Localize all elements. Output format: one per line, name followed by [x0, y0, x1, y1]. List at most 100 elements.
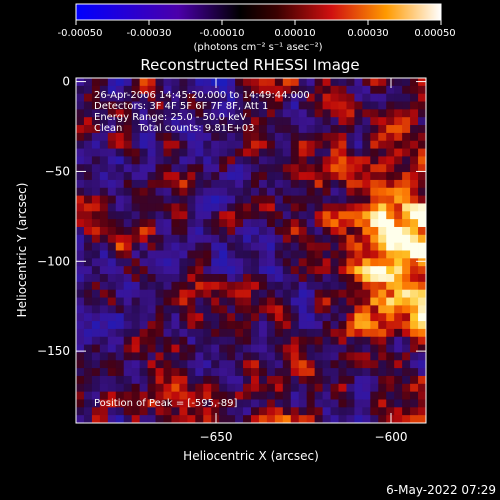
heatmap-cell — [243, 93, 252, 102]
heatmap-cell — [195, 399, 204, 408]
heatmap-cell — [195, 344, 204, 353]
heatmap-cell — [402, 289, 411, 298]
heatmap-cell — [370, 399, 379, 408]
heatmap-cell — [107, 336, 117, 345]
heatmap-cell — [219, 234, 228, 244]
heatmap-cell — [139, 328, 148, 338]
heatmap-cell — [179, 187, 188, 197]
heatmap-cell — [115, 211, 125, 220]
heatmap-cell — [219, 360, 228, 369]
heatmap-cell — [243, 219, 252, 228]
heatmap-cell — [330, 375, 339, 385]
heatmap-cell — [410, 407, 419, 416]
heatmap-cell — [386, 266, 395, 275]
heatmap-cell — [298, 85, 308, 95]
heatmap-cell — [139, 93, 148, 102]
heatmap-cell — [394, 140, 403, 149]
heatmap-cell — [330, 266, 339, 275]
heatmap-cell — [402, 125, 411, 134]
heatmap-cell — [370, 328, 379, 338]
heatmap-cell — [418, 93, 426, 102]
heatmap-cell — [410, 375, 419, 385]
heatmap-cell — [163, 140, 172, 149]
heatmap-cell — [131, 93, 141, 102]
heatmap-cell — [115, 250, 125, 259]
heatmap-cell — [258, 399, 268, 408]
heatmap-cell — [322, 187, 331, 197]
heatmap-cell — [211, 289, 220, 298]
heatmap-cell — [402, 305, 411, 314]
heatmap-cell — [306, 415, 316, 423]
heatmap-cell — [131, 187, 141, 197]
heatmap-cell — [290, 164, 300, 173]
heatmap-cell — [386, 164, 395, 173]
heatmap-cell — [243, 328, 252, 338]
y-axis-label: Heliocentric Y (arcsec) — [15, 183, 29, 318]
heatmap-cell — [306, 321, 316, 330]
heatmap-cell — [155, 148, 164, 157]
heatmap-cell — [394, 360, 403, 369]
heatmap-cell — [402, 250, 411, 259]
heatmap-cell — [370, 344, 379, 353]
heatmap-cell — [163, 203, 172, 212]
heatmap-cell — [314, 305, 323, 314]
heatmap-cell — [219, 391, 228, 400]
heatmap-cell — [418, 109, 426, 118]
heatmap-cell — [418, 415, 426, 423]
heatmap-cell — [76, 109, 85, 118]
heatmap-cell — [378, 203, 387, 212]
heatmap-cell — [83, 234, 93, 244]
heatmap-cell — [282, 407, 292, 416]
heatmap-cell — [266, 132, 276, 142]
heatmap-cell — [402, 344, 411, 353]
heatmap-cell — [139, 281, 148, 291]
heatmap-cell — [362, 274, 371, 283]
heatmap-cell — [91, 258, 101, 267]
heatmap-cell — [306, 368, 316, 377]
heatmap-cell — [91, 140, 101, 149]
heatmap-cell — [219, 258, 228, 267]
heatmap-cell — [243, 281, 252, 291]
heatmap-cell — [346, 399, 355, 408]
heatmap-cell — [139, 85, 148, 95]
heatmap-cell — [290, 313, 300, 322]
heatmap-cell — [338, 109, 347, 118]
heatmap-cell — [139, 274, 148, 283]
heatmap-cell — [274, 172, 284, 181]
heatmap-cell — [362, 156, 371, 165]
heatmap-cell — [99, 391, 109, 400]
heatmap-cell — [83, 242, 93, 251]
heatmap-cell — [338, 164, 347, 173]
heatmap-cell — [314, 78, 323, 87]
heatmap-cell — [330, 156, 339, 165]
heatmap-cell — [219, 399, 228, 408]
heatmap-cell — [179, 226, 188, 236]
heatmap-cell — [354, 274, 363, 283]
heatmap-cell — [330, 85, 339, 95]
heatmap-cell — [107, 179, 117, 189]
heatmap-cell — [418, 360, 426, 369]
heatmap-cell — [338, 250, 347, 259]
heatmap-cell — [179, 109, 188, 118]
heatmap-cell — [99, 336, 109, 345]
heatmap-cell — [235, 313, 244, 322]
heatmap-cell — [386, 399, 395, 408]
heatmap-cell — [139, 368, 148, 377]
heatmap-cell — [219, 375, 228, 385]
heatmap-cell — [258, 375, 268, 385]
heatmap-cell — [354, 226, 363, 236]
heatmap-cell — [139, 289, 148, 298]
heatmap-cell — [155, 125, 164, 134]
heatmap-cell — [290, 211, 300, 220]
heatmap-cell — [123, 140, 133, 149]
heatmap-cell — [322, 328, 331, 338]
heatmap-cell — [115, 156, 125, 165]
heatmap-cell — [330, 383, 339, 393]
heatmap-cell — [171, 391, 180, 400]
heatmap-cell — [139, 125, 148, 134]
heatmap-cell — [211, 226, 220, 236]
heatmap-cell — [76, 85, 85, 95]
heatmap-cell — [306, 344, 316, 353]
heatmap-cell — [330, 407, 339, 416]
heatmap-cell — [370, 125, 379, 134]
